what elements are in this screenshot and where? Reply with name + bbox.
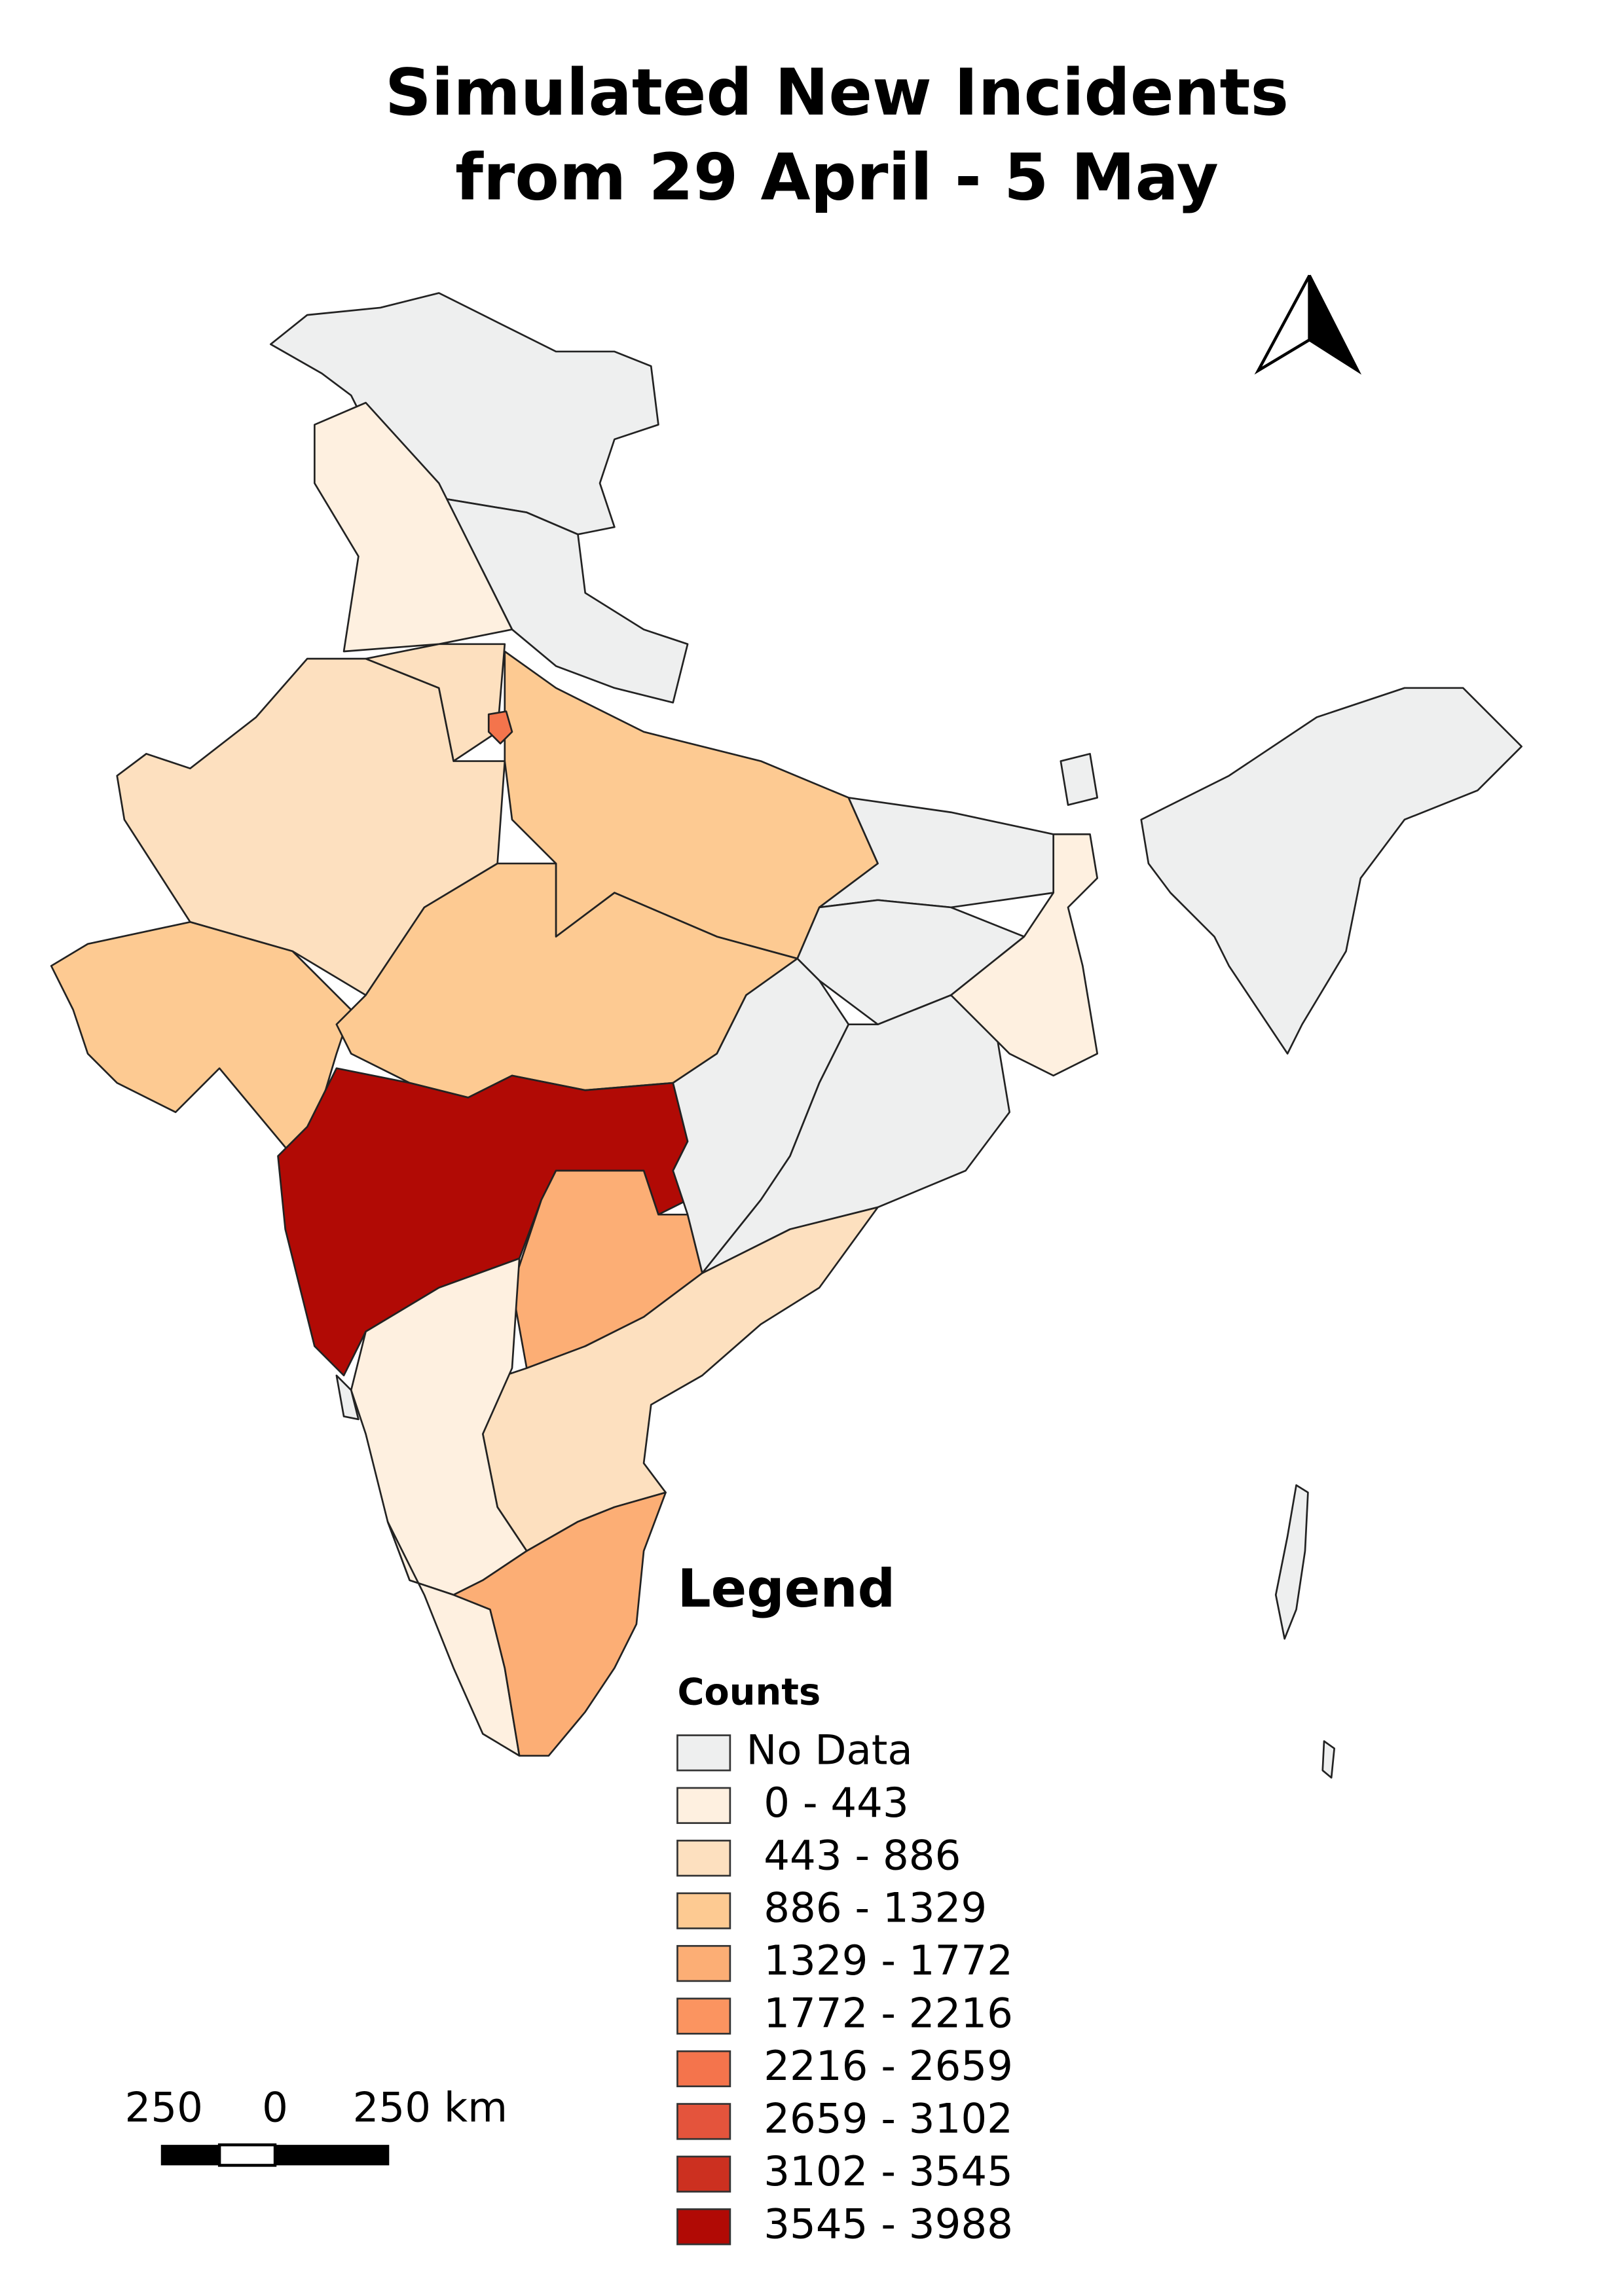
- legend-swatch: [676, 1944, 731, 1982]
- legend-swatch: [676, 1892, 731, 1929]
- title-line: from 29 April - 5 May: [455, 141, 1219, 215]
- legend-swatch: [676, 2050, 731, 2088]
- legend-label: 443 - 886: [764, 1831, 961, 1879]
- legend-label: 2216 - 2659: [764, 2042, 1013, 2090]
- legend-label: No Data: [746, 1726, 912, 1774]
- legend-swatch: [676, 2103, 731, 2140]
- legend-label: 1772 - 2216: [764, 1990, 1013, 2037]
- scale-bar: 250 0 250 km: [125, 2083, 507, 2167]
- region: [314, 401, 513, 653]
- title-line: Simulated New Incidents: [385, 56, 1289, 130]
- region: [452, 1491, 667, 1757]
- legend-label: 886 - 1329: [764, 1884, 987, 1932]
- north-arrow-right: [1308, 274, 1362, 375]
- scale-segment: [275, 2145, 390, 2166]
- legend-swatch: [676, 1840, 731, 1877]
- region: [1140, 687, 1522, 1055]
- scale-segment: [160, 2145, 220, 2166]
- regions: [50, 292, 1522, 1779]
- legend-label: 2659 - 3102: [764, 2094, 1013, 2142]
- scale-label: 250 km: [353, 2083, 507, 2131]
- scale-label: 250: [125, 2083, 203, 2131]
- legend-title: Legend: [677, 1558, 895, 1619]
- region: [818, 797, 1084, 909]
- legend-swatch: [676, 2155, 731, 2193]
- scale-segment: [217, 2143, 277, 2167]
- scale-label: 0: [262, 2083, 288, 2131]
- north-arrow: [1254, 274, 1362, 375]
- legend-swatch: [676, 1997, 731, 2035]
- region: [1060, 753, 1099, 806]
- legend-label: 0 - 443: [764, 1779, 909, 1827]
- legend-swatch: [676, 1787, 731, 1824]
- region: [335, 1374, 360, 1421]
- region: [1274, 1484, 1309, 1640]
- legend-label: 3102 - 3545: [764, 2147, 1013, 2195]
- north-arrow-left: [1254, 274, 1311, 375]
- region: [487, 710, 513, 745]
- legend-label: 1329 - 1772: [764, 1937, 1013, 1984]
- legend-subtitle: Counts: [677, 1671, 821, 1714]
- region: [950, 833, 1099, 1077]
- region: [1321, 1740, 1335, 1779]
- legend-swatch: [676, 1734, 731, 1772]
- legend-label: 3545 - 3988: [764, 2200, 1013, 2248]
- legend-swatch: [676, 2208, 731, 2246]
